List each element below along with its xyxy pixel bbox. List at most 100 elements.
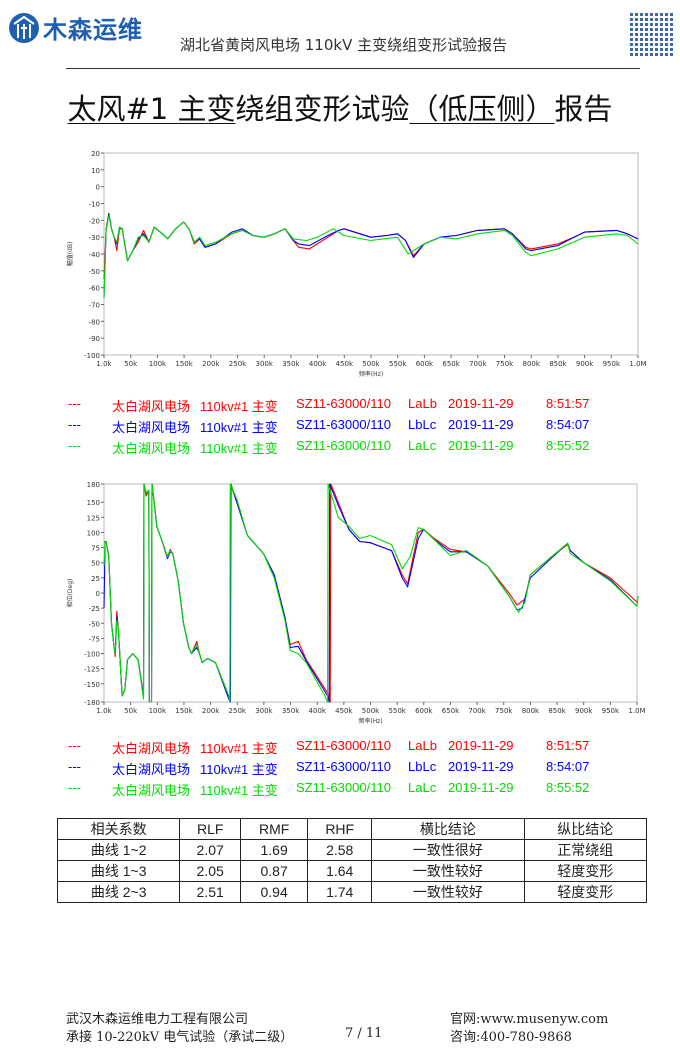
legend-time: 8:51:57 — [546, 738, 590, 753]
y-tick-label: 180 — [87, 481, 100, 489]
legend-date: 2019-11-29 — [448, 438, 514, 453]
page-title: 太风#1 主变绕组变形试验（低压侧）报告 — [0, 86, 680, 128]
x-tick-label: 1.0M — [629, 360, 646, 368]
plot-area — [103, 152, 639, 356]
x-tick-label: 950k — [602, 707, 620, 715]
legend-marker: --- — [68, 738, 81, 753]
y-tick-label: 125 — [87, 514, 100, 522]
legend-unit: 110kv#1 主变 — [200, 399, 278, 414]
x-tick-label: 650k — [442, 360, 460, 368]
title-part-report: 报告 — [554, 92, 613, 126]
legend-phase: LbLc — [408, 417, 437, 432]
y-tick-label: 150 — [87, 499, 100, 507]
legend-date: 2019-11-29 — [448, 396, 514, 411]
y-tick-label: 20 — [91, 150, 100, 158]
title-part-test: 绕组变形试验 — [235, 92, 410, 126]
x-tick-label: 450k — [335, 707, 353, 715]
x-tick-label: 650k — [442, 707, 460, 715]
legend-station: 太白湖风电场 — [112, 762, 191, 777]
series-line-3 — [103, 214, 639, 298]
legend-station: 太白湖风电场 — [112, 741, 191, 756]
x-axis-label: 频率(Hz) — [359, 370, 383, 378]
x-tick-label: 100k — [149, 360, 167, 368]
legend-time: 8:54:07 — [546, 417, 590, 432]
legend-marker: --- — [68, 780, 81, 795]
page-number: 7 / 11 — [345, 1026, 383, 1041]
legend-unit: 110kv#1 主变 — [200, 783, 278, 798]
x-tick-label: 750k — [495, 707, 513, 715]
table-cell: 曲线 1~2 — [56, 839, 181, 861]
x-tick-label: 600k — [416, 360, 434, 368]
company-logo: 木森运维 — [8, 10, 143, 45]
legend-phase: LbLc — [408, 759, 437, 774]
legend-unit: 110kv#1 主变 — [200, 441, 278, 456]
legend-time: 8:55:52 — [546, 438, 590, 453]
table-row: 曲线 1~2 2.07 1.69 2.58 一致性很好 正常绕组 — [56, 839, 648, 861]
table-cell: 一致性较好 — [371, 881, 525, 903]
x-tick-label: 500k — [362, 360, 380, 368]
y-tick-label: -150 — [84, 681, 100, 689]
phase-chart: 180 150 125 100 75 50 25 0 -25 -50 -75 -100 -125 -150… — [66, 481, 646, 725]
legend-marker: --- — [68, 759, 81, 774]
footer-website: 官网:www.musenyw.com — [450, 1012, 609, 1027]
y-tick-label: -20 — [89, 217, 100, 225]
table-row: 曲线 2~3 2.51 0.94 1.74 一致性较好 轻度变形 — [56, 881, 648, 903]
title-part-side: （低压侧） — [409, 92, 555, 126]
legend-station: 太白湖风电场 — [112, 783, 191, 798]
x-tick-label: 550k — [389, 360, 407, 368]
legend-model: SZ11-63000/110 — [296, 780, 391, 795]
x-tick-label: 700k — [469, 360, 487, 368]
y-tick-label: -50 — [89, 620, 100, 628]
y-tick-label: 0 — [96, 184, 100, 192]
column-header: 纵比结论 — [523, 818, 648, 840]
table-cell: 正常绕组 — [523, 839, 648, 861]
legend-model: SZ11-63000/110 — [296, 759, 391, 774]
table-cell: 2.58 — [307, 839, 373, 861]
header-title: 湖北省黄岗风电场 110kV 主变绕组变形试验报告 — [180, 36, 508, 54]
y-tick-label: 25 — [91, 575, 100, 583]
table-cell: 0.87 — [239, 860, 309, 882]
y-tick-label: 100 — [87, 529, 100, 537]
table-row: 曲线 1~3 2.05 0.87 1.64 一致性较好 轻度变形 — [56, 860, 648, 882]
x-tick-label: 900k — [575, 707, 593, 715]
x-tick-label: 850k — [549, 360, 567, 368]
legend-date: 2019-11-29 — [448, 417, 514, 432]
y-tick-label: 0 — [96, 590, 100, 598]
legend-station: 太白湖风电场 — [112, 441, 191, 456]
correlation-table: 相关系数 RLF RMF RHF 横比结论 纵比结论 曲线 1~2 2.07 1.69 2.58… — [56, 818, 648, 903]
y-tick-label: -90 — [89, 335, 100, 343]
y-tick-label: -25 — [89, 605, 100, 613]
x-tick-label: 200k — [202, 707, 220, 715]
y-tick-label: -60 — [89, 285, 100, 293]
column-header: RLF — [179, 818, 241, 840]
footer-services: 承接 10-220kV 电气试验（承试二级） — [66, 1030, 294, 1045]
y-tick-label: -75 — [89, 635, 100, 643]
table-cell: 一致性很好 — [371, 839, 525, 861]
logo-emblem-icon — [9, 12, 39, 43]
y-tick-label: -125 — [84, 666, 100, 674]
x-tick-label: 250k — [229, 707, 247, 715]
table-cell: 0.94 — [239, 881, 309, 903]
column-header: 横比结论 — [371, 818, 525, 840]
table-cell: 1.69 — [239, 839, 309, 861]
legend-date: 2019-11-29 — [448, 738, 514, 753]
x-tick-label: 900k — [576, 360, 594, 368]
x-tick-label: 700k — [468, 707, 486, 715]
table-cell: 2.07 — [179, 839, 241, 861]
table-cell: 一致性较好 — [371, 860, 525, 882]
x-tick-label: 850k — [548, 707, 566, 715]
legend-model: SZ11-63000/110 — [296, 396, 391, 411]
table-cell: 轻度变形 — [523, 860, 648, 882]
x-tick-label: 50k — [124, 707, 138, 715]
y-tick-label: 50 — [91, 560, 100, 568]
legend-unit: 110kv#1 主变 — [200, 420, 278, 435]
title-part-transformer: 太风#1 主变 — [67, 92, 236, 126]
legend-station: 太白湖风电场 — [112, 399, 191, 414]
y-tick-label: -80 — [89, 318, 100, 326]
y-axis-label: 相位(Deg) — [66, 579, 74, 608]
legend-unit: 110kv#1 主变 — [200, 762, 278, 777]
x-tick-label: 800k — [522, 360, 540, 368]
column-header: RMF — [239, 818, 309, 840]
x-tick-label: 300k — [255, 707, 273, 715]
